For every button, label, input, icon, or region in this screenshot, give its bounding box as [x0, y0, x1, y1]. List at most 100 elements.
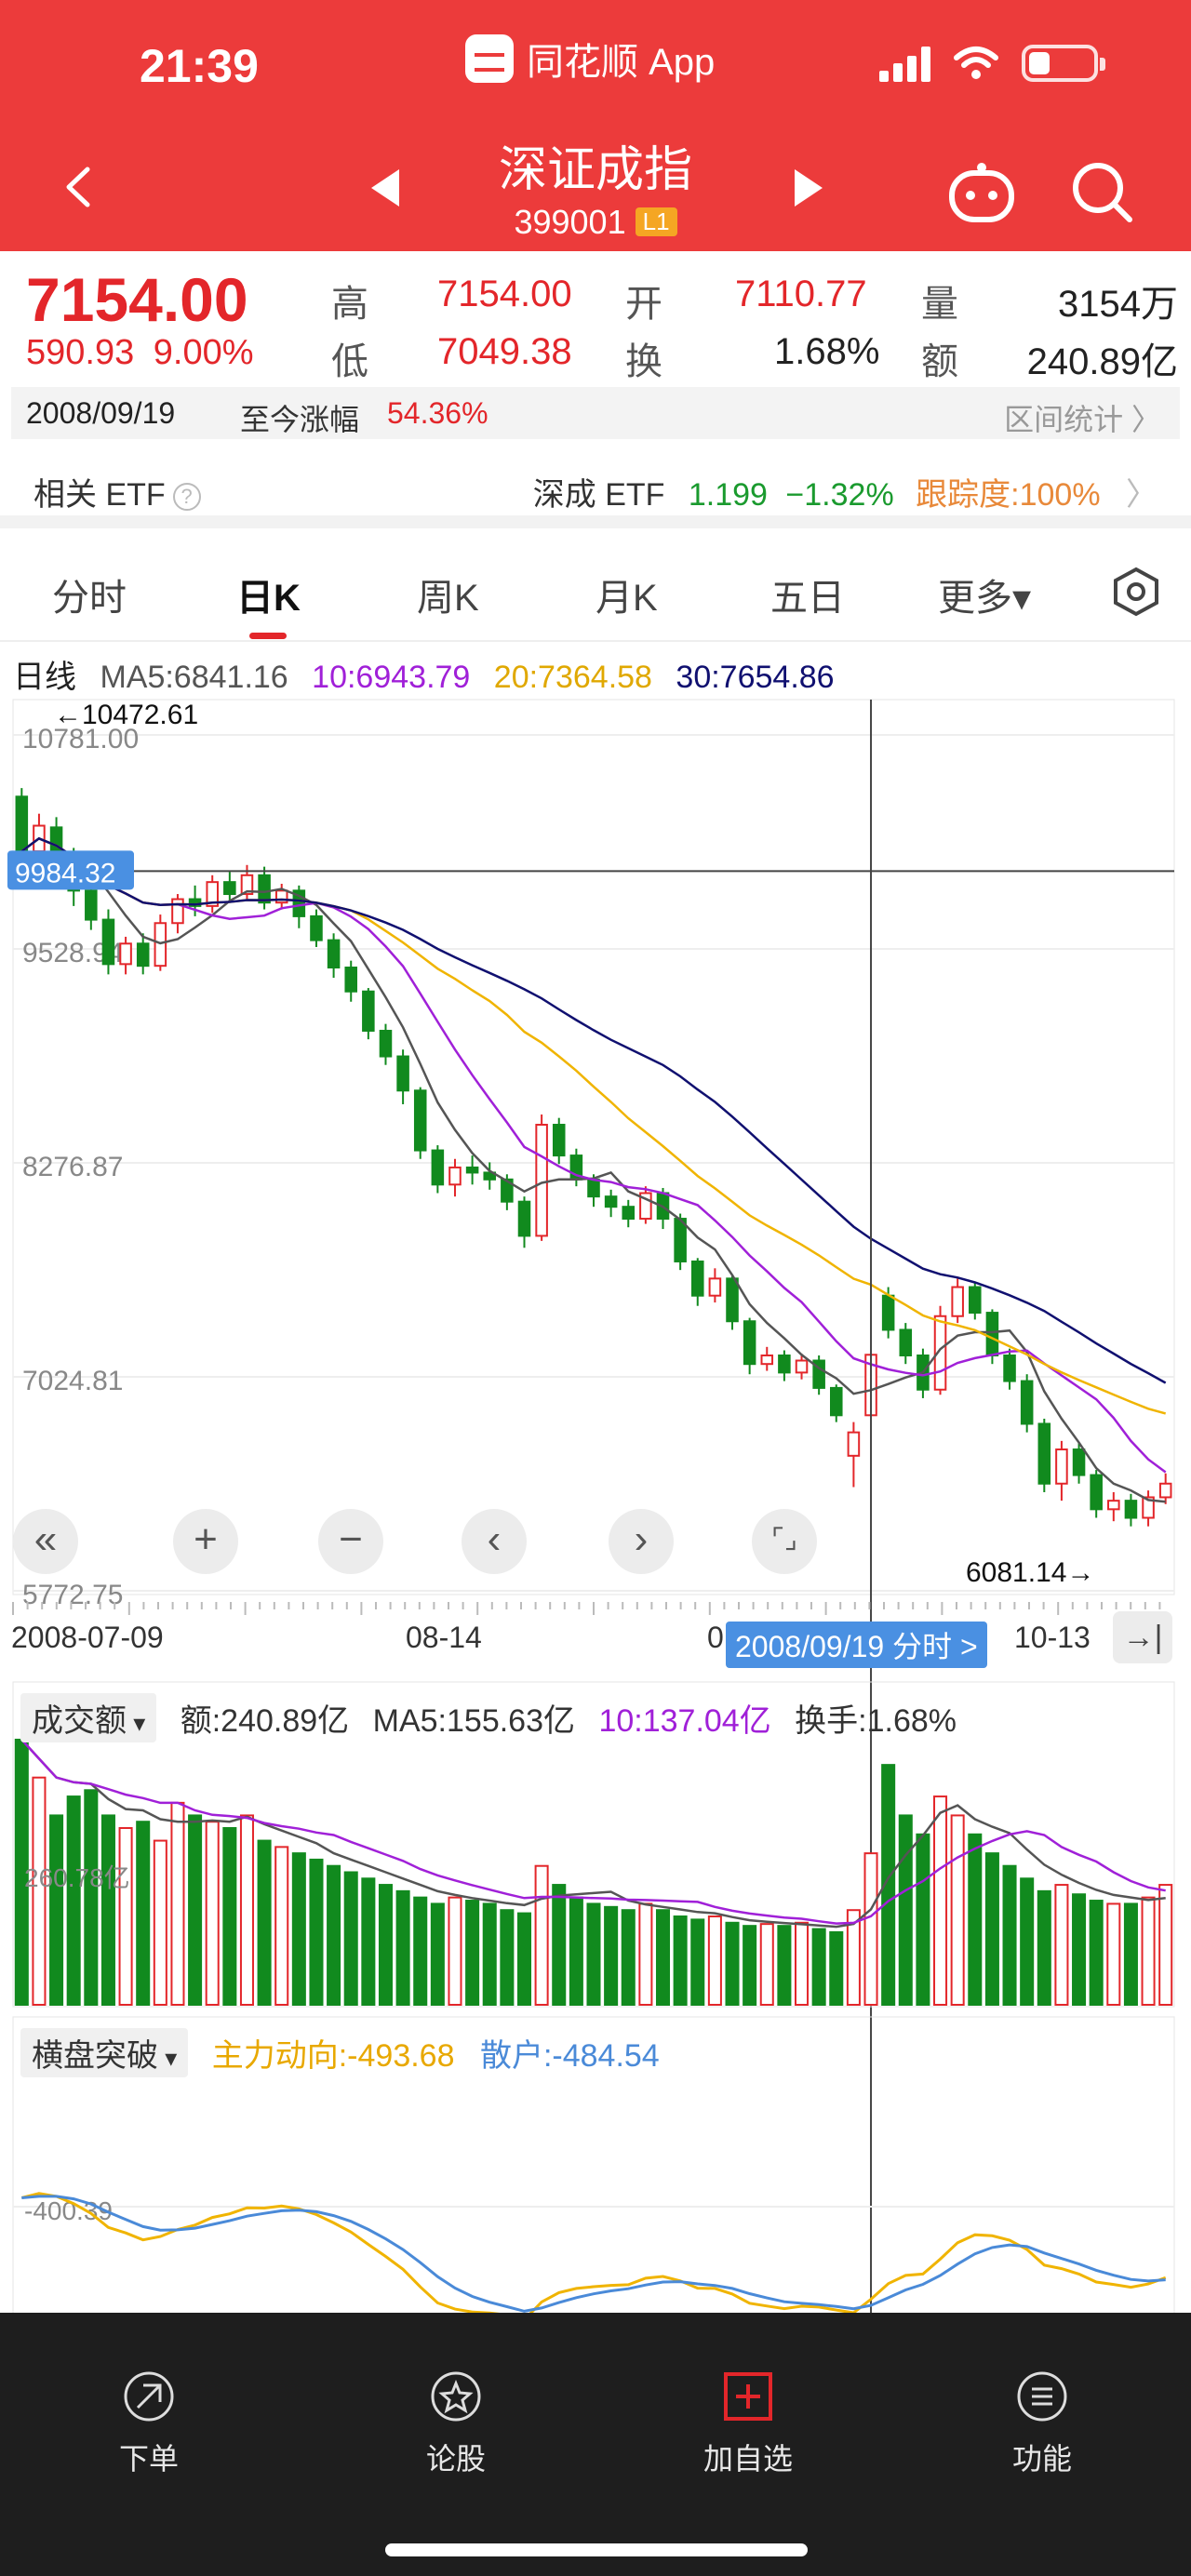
- kline-chart[interactable]: 10781.009528.948276.877024.815772.759984…: [0, 688, 1191, 2326]
- app-header: 21:39 同花顺 App 深证成指 399001 L1: [0, 0, 1191, 251]
- fullscreen-button[interactable]: ⌜⌟: [752, 1509, 817, 1574]
- previous-index-icon[interactable]: [368, 167, 403, 208]
- volume-bar: [413, 1896, 428, 2006]
- candle-body: [1107, 1500, 1120, 1511]
- volume-bar: [898, 1814, 913, 2007]
- candle-body: [136, 942, 150, 968]
- volume-bar: [916, 1833, 930, 2007]
- rewind-button[interactable]: «: [13, 1509, 78, 1574]
- volume-bar: [673, 1915, 688, 2006]
- status-icons: [879, 45, 1105, 82]
- nav-functions[interactable]: 功能: [968, 2369, 1117, 2478]
- oscillator-indicator-select[interactable]: 横盘突破: [20, 2028, 189, 2077]
- jump-to-latest-button[interactable]: →|: [1113, 1611, 1172, 1663]
- menu-icon: [1017, 2371, 1067, 2422]
- etf-price: 1.199: [688, 477, 768, 513]
- volume-bar: [604, 1905, 619, 2007]
- ma30-legend: 30:7654.86: [676, 660, 835, 695]
- candle-body: [292, 889, 306, 917]
- volume-bar: [500, 1909, 515, 2007]
- tab-more[interactable]: 更多▾: [938, 578, 1032, 619]
- volume-bar: [49, 1814, 64, 2007]
- candle-body: [847, 1431, 861, 1457]
- cursor-date-label[interactable]: 2008/09/19 分时 >: [726, 1622, 987, 1668]
- tab-weekly-k[interactable]: 周K: [417, 578, 479, 619]
- candle-body: [1124, 1500, 1138, 1519]
- volume-bar: [552, 1884, 567, 2006]
- volume-bar: [1158, 1884, 1173, 2006]
- nav-discussion[interactable]: 论股: [381, 2369, 530, 2478]
- nav-functions-label: 功能: [1011, 2442, 1072, 2476]
- volume-indicator-select[interactable]: 成交额: [20, 1693, 157, 1742]
- scroll-left-button[interactable]: ‹: [462, 1509, 527, 1574]
- candle-body: [483, 1171, 497, 1181]
- tab-monthly-k[interactable]: 月K: [596, 578, 658, 619]
- ma-legend: 日线 MA5:6841.16 10:6943.79 20:7364.58 30:…: [13, 651, 850, 697]
- nav-add-watchlist-label: 加自选: [703, 2442, 793, 2476]
- help-icon[interactable]: ?: [172, 483, 201, 511]
- min-price-marker: 6081.14→: [966, 1557, 1094, 1588]
- volume-ma10: 10:137.04亿: [598, 1703, 771, 1739]
- etf-quote[interactable]: 深成 ETF 1.199 −1.32% 跟踪度:100% 〉: [533, 469, 1158, 514]
- scroll-right-button[interactable]: ›: [609, 1509, 674, 1574]
- candle-body: [85, 889, 98, 921]
- tab-five-day[interactable]: 五日: [770, 578, 845, 619]
- tab-daily-k[interactable]: 日K: [236, 578, 301, 619]
- main-chart-frame: [12, 699, 1175, 1595]
- etf-label: 相关 ETF: [33, 477, 166, 513]
- chart-settings-icon[interactable]: [1111, 566, 1161, 618]
- back-arrow-icon[interactable]: [56, 164, 102, 210]
- volume-ma5: MA5:155.63亿: [372, 1703, 575, 1739]
- next-index-icon[interactable]: [791, 167, 826, 208]
- price-axis-label: 7024.81: [22, 1366, 123, 1396]
- volume-bar: [829, 1930, 844, 2007]
- candle-body: [327, 939, 341, 969]
- candle-body: [622, 1206, 636, 1221]
- volume-turnover: 换手:1.68%: [795, 1703, 957, 1739]
- status-time: 21:39: [140, 40, 259, 92]
- app-badge[interactable]: 同花顺 App: [465, 32, 715, 86]
- range-stat-bar[interactable]: 2008/09/19 至今涨幅 54.36% 区间统计 〉: [11, 387, 1180, 439]
- index-code: 399001: [514, 203, 626, 241]
- nav-add-watchlist[interactable]: 加自选: [674, 2369, 823, 2478]
- wifi-icon: [954, 47, 998, 79]
- index-code-row: 399001 L1: [0, 203, 1191, 242]
- home-indicator: [385, 2543, 808, 2556]
- search-icon[interactable]: [1070, 160, 1135, 225]
- app-name: 同花顺 App: [527, 42, 716, 83]
- tab-intraday[interactable]: 分时: [52, 578, 127, 619]
- candle-body: [933, 1315, 947, 1391]
- open-value: 7110.77: [735, 274, 867, 314]
- volume-bar: [170, 1801, 185, 2007]
- price-axis-label: 8276.87: [22, 1152, 123, 1182]
- nav-order[interactable]: 下单: [74, 2369, 223, 2478]
- zoom-in-button[interactable]: +: [173, 1509, 238, 1574]
- candle-body: [760, 1355, 774, 1366]
- ma5-legend: MA5:6841.16: [100, 660, 288, 695]
- volume-bar: [690, 1918, 705, 2006]
- open-label: 开: [625, 284, 662, 325]
- volume-bar: [933, 1795, 948, 2006]
- price-axis-label: 10781.00: [22, 724, 139, 754]
- volume-bar: [153, 1839, 167, 2006]
- range-stat-link[interactable]: 区间统计 〉: [1004, 403, 1161, 436]
- turnover-label: 换: [625, 341, 662, 382]
- candle-body: [15, 795, 29, 853]
- etf-name: 深成 ETF: [532, 477, 665, 513]
- candle-body: [604, 1195, 618, 1208]
- retail-line: [21, 2195, 1166, 2313]
- date-label-end: 10-13: [1014, 1621, 1091, 1654]
- volume-amount: 额:240.89亿: [180, 1703, 350, 1739]
- zoom-out-button[interactable]: −: [318, 1509, 383, 1574]
- related-etf-row[interactable]: 相关 ETF? 深成 ETF 1.199 −1.32% 跟踪度:100% 〉: [0, 450, 1191, 528]
- discussion-icon: [431, 2371, 481, 2422]
- volume-bar: [707, 1915, 722, 2006]
- crosshair-price-label: 9984.32: [15, 858, 115, 888]
- volume-bar: [655, 1909, 671, 2007]
- candle-body: [517, 1200, 531, 1237]
- volume-bar: [569, 1896, 583, 2006]
- assistant-robot-icon[interactable]: [944, 160, 1019, 225]
- candle-body: [587, 1178, 600, 1198]
- volume-bar: [378, 1884, 393, 2006]
- date-label-start: 2008-07-09: [11, 1621, 164, 1654]
